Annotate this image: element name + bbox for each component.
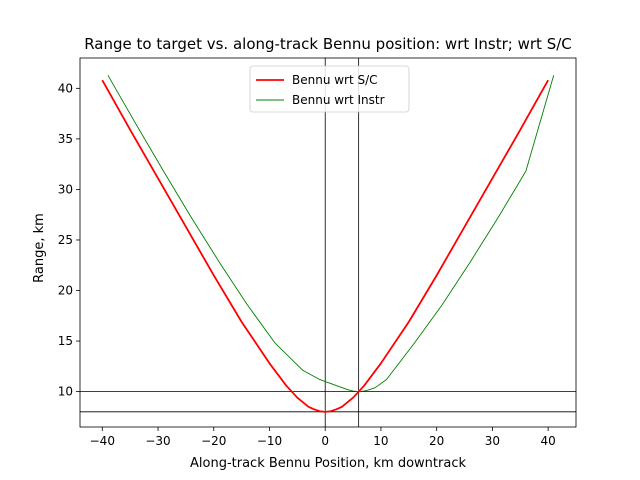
x-tick-label-8: 40 xyxy=(540,434,555,448)
legend-label-1: Bennu wrt Instr xyxy=(292,93,385,107)
x-axis-label: Along-track Bennu Position, km downtrack xyxy=(190,456,466,471)
legend-label-0: Bennu wrt S/C xyxy=(292,73,378,87)
y-tick-label-5: 35 xyxy=(58,132,73,146)
series-line-0 xyxy=(101,79,549,413)
x-tick-label-4: 0 xyxy=(321,434,329,448)
x-tick-label-1: −30 xyxy=(145,434,170,448)
chart-title: Range to target vs. along-track Bennu po… xyxy=(84,35,572,53)
legend: Bennu wrt S/C Bennu wrt Instr xyxy=(249,65,410,113)
y-tick-label-6: 40 xyxy=(58,81,73,95)
y-tick-label-2: 20 xyxy=(58,284,73,298)
series-line-1 xyxy=(107,74,555,393)
x-tick-label-5: 10 xyxy=(373,434,388,448)
x-tick-label-0: −40 xyxy=(90,434,115,448)
y-tick-label-0: 10 xyxy=(58,385,73,399)
y-axis-label: Range, km xyxy=(32,213,47,283)
legend-box xyxy=(249,65,410,113)
plot-area: −40 −30 −20 −10 0 10 20 30 40 10 15 20 25 30 35 40 xyxy=(58,57,577,448)
y-tick-label-1: 15 xyxy=(58,334,73,348)
x-tick-label-7: 30 xyxy=(485,434,500,448)
x-tick-label-3: −10 xyxy=(257,434,282,448)
x-tick-label-6: 20 xyxy=(429,434,444,448)
y-tick-label-3: 25 xyxy=(58,233,73,247)
x-tick-label-2: −20 xyxy=(201,434,226,448)
plot-frame xyxy=(79,57,577,428)
y-tick-label-4: 30 xyxy=(58,182,73,196)
